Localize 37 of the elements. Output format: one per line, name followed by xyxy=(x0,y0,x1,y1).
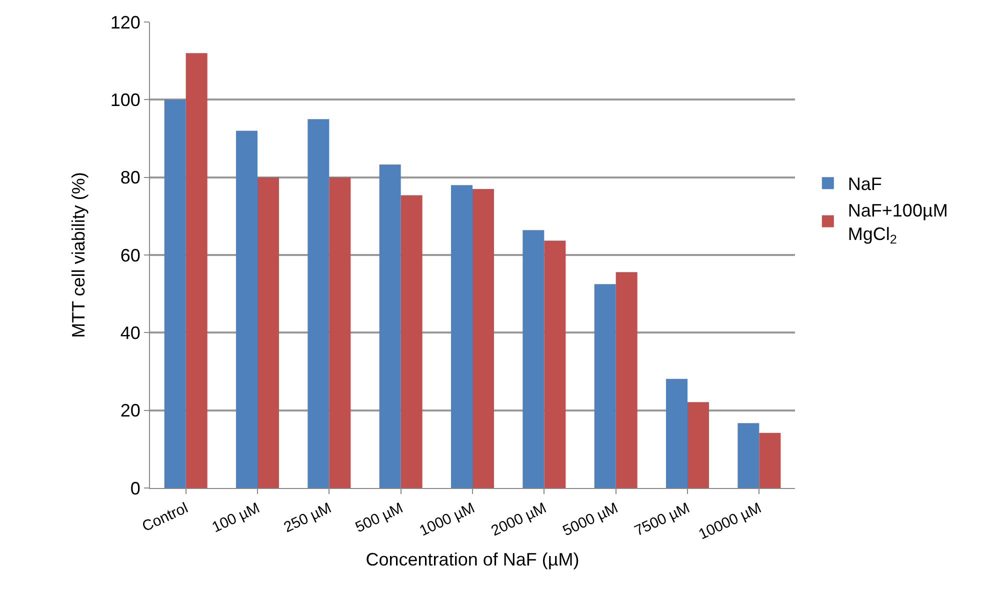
y-tick-label: 100 xyxy=(110,90,140,110)
bar xyxy=(308,119,330,488)
bar xyxy=(688,402,709,488)
y-axis-title: MTT cell viability (%) xyxy=(68,172,89,338)
bar xyxy=(400,195,422,488)
bar xyxy=(616,272,638,488)
x-tick-label: 10000 µM xyxy=(696,500,764,544)
y-tick-label: 20 xyxy=(120,400,140,421)
y-tick-label: 120 xyxy=(110,12,140,32)
x-tick-label: 250 µM xyxy=(281,500,334,536)
bar xyxy=(186,53,208,488)
y-tick-label: 80 xyxy=(120,168,140,188)
x-tick-label: 2000 µM xyxy=(488,500,550,540)
x-tick-label: 1000 µM xyxy=(416,500,478,540)
bar xyxy=(258,177,279,488)
bar xyxy=(236,130,258,488)
x-tick-label: 7500 µM xyxy=(632,500,692,540)
y-tick-label: 60 xyxy=(120,245,140,266)
bar xyxy=(522,230,544,488)
bar xyxy=(379,164,401,488)
legend-label: NaF xyxy=(848,174,882,194)
bar xyxy=(472,188,494,488)
y-tick-label: 0 xyxy=(130,478,140,498)
bar xyxy=(544,240,566,488)
x-axis-title: Concentration of NaF (µM) xyxy=(366,549,580,570)
x-tick-label: 5000 µM xyxy=(560,500,621,540)
bar xyxy=(666,378,688,488)
bar xyxy=(738,423,760,488)
y-tick-label: 40 xyxy=(120,322,140,343)
legend-label: NaF+100µM MgCl$_{2}$ xyxy=(848,200,948,247)
x-tick-label: 500 µM xyxy=(352,500,406,536)
bar xyxy=(164,100,186,488)
bar xyxy=(594,284,616,488)
x-tick-label: 100 µM xyxy=(210,500,262,536)
bar xyxy=(759,432,781,488)
bar xyxy=(329,177,351,488)
bar xyxy=(451,185,472,488)
